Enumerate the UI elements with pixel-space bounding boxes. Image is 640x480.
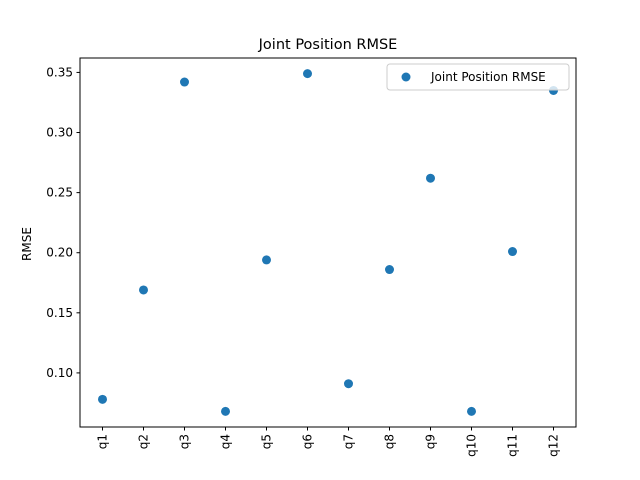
data-points [98,69,558,416]
y-tick-label: 0.20 [46,246,73,260]
y-tick-label: 0.35 [46,65,73,79]
data-point-q4 [221,406,230,416]
legend-marker [401,72,411,82]
data-point-q3 [180,77,189,87]
x-tick-label: q7 [342,434,356,449]
x-tick-label: q11 [506,434,520,457]
x-tick-label: q6 [301,434,315,449]
y-tick-label: 0.15 [46,306,73,320]
chart-title: Joint Position RMSE [258,37,398,53]
y-tick-label: 0.25 [46,186,73,200]
x-tick-label: q10 [465,434,479,457]
x-axis-ticks: q1 q2 q3 q4 q5 q6 q7 q8 q9 q10 q11 q12 [96,427,561,457]
legend: Joint Position RMSE [386,63,570,91]
x-tick-label: q2 [137,434,151,449]
legend-box [386,63,570,91]
x-tick-label: q4 [219,434,233,449]
x-tick-label: q9 [424,434,438,449]
legend-label: Joint Position RMSE [430,70,546,84]
data-point-q6 [303,69,312,79]
data-point-q11 [508,247,517,257]
y-axis-ticks: 0.10 0.15 0.20 0.25 0.30 0.35 [46,65,80,380]
data-point-q10 [467,406,476,416]
x-tick-label: q8 [383,434,397,449]
y-tick-label: 0.10 [46,366,73,380]
data-point-q1 [98,394,107,404]
plot-frame [79,57,577,428]
x-tick-label: q12 [547,434,561,457]
data-point-q5 [262,255,271,265]
x-tick-label: q1 [96,434,110,449]
x-tick-label: q3 [178,434,192,449]
x-tick-label: q5 [260,434,274,449]
data-point-q9 [426,173,435,183]
data-point-q7 [344,379,353,389]
data-point-q8 [385,265,394,275]
data-point-q2 [139,285,148,295]
y-tick-label: 0.30 [46,126,73,140]
y-axis-label: RMSE [20,227,34,261]
